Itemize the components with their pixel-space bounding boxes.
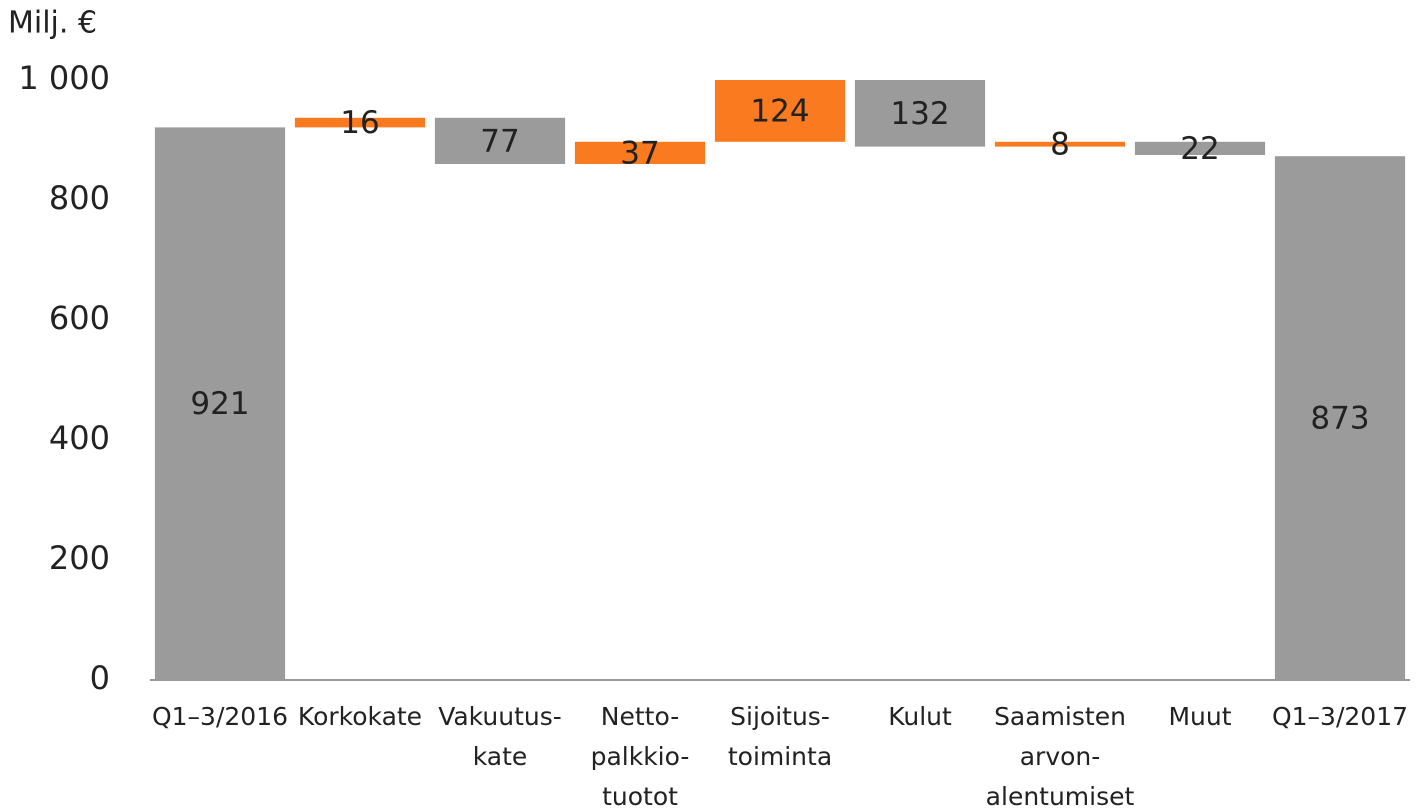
bar	[1274, 156, 1406, 680]
bar	[574, 141, 706, 164]
x-tick-label: Saamisten arvon-alentumiset	[986, 702, 1135, 810]
x-tick-label: Kulut	[888, 702, 952, 731]
x-tick-label-line: Muut	[1168, 702, 1231, 731]
x-tick-label: Q1–3/2016	[152, 702, 288, 731]
bar	[294, 117, 426, 128]
plot-area	[154, 80, 1406, 680]
x-tick-label-line: Kulut	[888, 702, 952, 731]
x-tick-label-line: Sijoitus-	[730, 702, 830, 731]
x-tick-label: Q1–3/2017	[1272, 702, 1408, 731]
x-tick-label-line: Q1–3/2017	[1272, 702, 1408, 731]
x-tick-label-line: Korkokate	[298, 702, 422, 731]
value-label: 132	[890, 96, 949, 132]
value-label: 124	[750, 93, 809, 129]
x-tick-label-line: Netto-	[601, 702, 679, 731]
y-tick-label: 800	[49, 179, 110, 217]
bar	[434, 117, 566, 164]
x-tick-label-line: Q1–3/2016	[152, 702, 288, 731]
x-tick-label-line: toiminta	[728, 742, 832, 771]
x-tick-label-line: palkkio-	[591, 742, 690, 771]
value-label: 16	[340, 105, 379, 141]
bar	[154, 127, 286, 680]
x-tick-label: Sijoitus-toiminta	[728, 702, 832, 771]
value-label: 77	[480, 123, 519, 159]
value-label: 8	[1050, 127, 1070, 163]
x-tick-label-line: tuotot	[602, 782, 678, 810]
x-tick-label-line: kate	[473, 742, 528, 771]
x-tick-label-line: alentumiset	[986, 782, 1135, 810]
value-label: 37	[620, 135, 659, 171]
x-tick-label: Korkokate	[298, 702, 422, 731]
x-tick-label: Muut	[1168, 702, 1231, 731]
value-label: 921	[190, 386, 249, 422]
value-label: 22	[1180, 131, 1219, 167]
y-tick-label: 1 000	[18, 59, 110, 97]
x-tick-label-line: Saamisten	[994, 702, 1126, 731]
x-tick-label-line: Vakuutus-	[438, 702, 562, 731]
x-tick-label: Netto-palkkio-tuotot	[591, 702, 690, 810]
value-label: 873	[1310, 401, 1369, 437]
bar	[994, 141, 1126, 147]
bar	[854, 80, 986, 147]
x-tick-label-line: arvon-	[1020, 742, 1101, 771]
y-tick-label: 200	[49, 539, 110, 577]
y-tick-label: 400	[49, 419, 110, 457]
bar	[714, 80, 846, 142]
bar	[1134, 141, 1266, 155]
y-tick-label: 600	[49, 299, 110, 337]
y-axis-label: Milj. €	[8, 6, 97, 41]
y-tick-label: 0	[90, 659, 110, 697]
x-tick-label: Vakuutus-kate	[438, 702, 562, 771]
